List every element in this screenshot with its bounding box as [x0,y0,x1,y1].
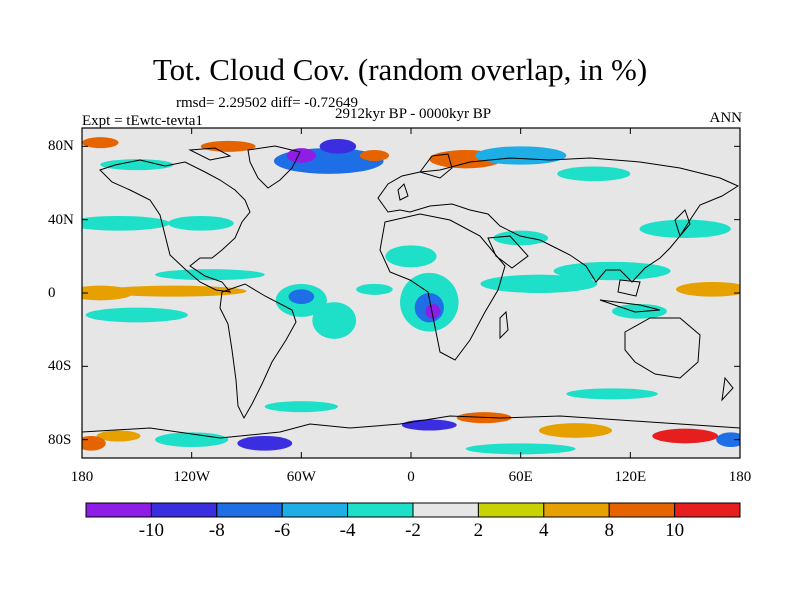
map-title: Tot. Cloud Cov. (random overlap, in %) [152,52,648,87]
lon-tick-label: 180 [70,469,94,485]
anomaly-patch [676,282,740,297]
anomaly-patch [288,289,315,304]
anomaly-patch [100,285,247,297]
anomaly-patch [82,436,106,451]
lat-tick-label: 80S [48,431,72,448]
lat-tick-label: 0 [48,285,56,301]
anomaly-patch [264,401,338,413]
colorbar-swatch [216,502,283,518]
colorbar-swatch [608,502,676,518]
anomaly-patch [319,139,357,154]
anomaly-patch [474,146,567,165]
season-label: ANN [709,110,743,126]
lon-tick-label: 180 [728,469,752,485]
anomaly-patch [716,432,740,447]
lat-tick-label: 40S [48,358,72,375]
anomaly-patch [237,436,293,451]
colorbar-swatch [281,502,349,518]
anomaly-patch [96,430,141,442]
colorbar-swatch [674,502,741,518]
anomaly-patch [401,419,457,431]
lat-tick-label: 40N [48,211,74,228]
anomaly-patch [286,148,316,163]
anomaly-patch [82,137,119,149]
colorbar-label: 2 [473,520,484,541]
colorbar-swatch [85,502,152,518]
period-label: 2912kyr BP - 0000kyr BP [334,106,492,122]
colorbar-swatch [150,502,218,518]
lon-tick-label: 60E [508,469,533,485]
colorbar-label: 4 [539,520,549,541]
colorbar-label: -8 [208,520,225,541]
anomaly-patch [385,245,437,268]
anomaly-patch [312,302,357,339]
anomaly-patch [100,159,174,171]
colorbar-swatch [477,502,545,518]
colorbar-label: 8 [604,520,614,541]
axis-ticks [81,128,741,458]
anomaly-patch [356,283,393,295]
anomaly-patch [538,423,613,438]
lat-tick-label: 80N [48,138,74,155]
anomaly-field [82,137,740,455]
colorbar-label: -10 [138,520,165,541]
anomaly-patch [465,443,576,455]
anomaly-patch [557,166,631,182]
lon-tick-label: 120E [614,469,647,485]
colorbar-label: 10 [665,520,685,541]
anomaly-patch [566,388,658,400]
anomaly-patch [155,432,229,447]
colorbar-label: -2 [405,520,421,541]
anomaly-patch [493,230,549,246]
anomaly-patch [85,307,189,323]
colorbar-swatch [543,502,610,518]
colorbar-swatch [347,502,414,518]
anomaly-patch [553,261,671,281]
lon-tick-label: 120W [173,469,210,485]
experiment-label: Expt = tEwtc-tevta1 [82,113,203,129]
colorbar [85,502,741,518]
anomaly-patch [639,219,731,238]
coastlines [82,145,740,439]
anomaly-patch [155,269,265,281]
stats-line: rmsd= 2.29502 diff= -0.72649 [176,95,359,111]
anomaly-patch [82,216,170,231]
colorbar-label: -4 [339,520,356,541]
anomaly-patch [425,304,441,319]
anomaly-patch [480,274,598,294]
colorbar-swatch [412,502,479,518]
anomaly-patch [200,140,256,152]
anomaly-patch [167,216,234,231]
lon-tick-label: 0 [407,469,415,485]
colorbar-label: -6 [274,520,291,541]
anomaly-patch [359,150,390,161]
lon-tick-label: 60W [286,469,316,485]
anomaly-patch [652,428,719,444]
